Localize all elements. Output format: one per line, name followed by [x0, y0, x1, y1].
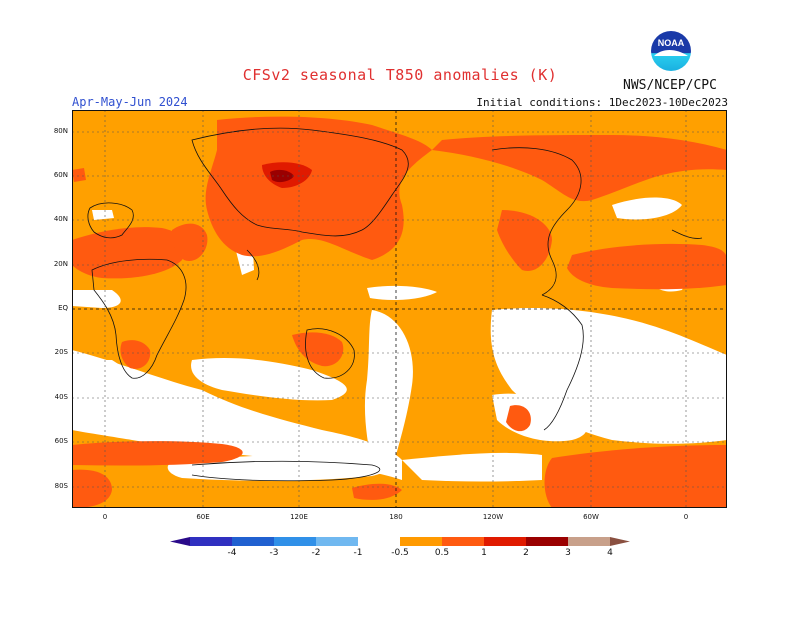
colorbar [170, 537, 630, 546]
longitude-tick-label: 0 [102, 513, 108, 521]
colorbar-segment [526, 537, 568, 546]
noaa-logo: NOAA [651, 31, 691, 71]
warm-anomaly-regions [72, 116, 727, 508]
longitude-tick-label: 60W [583, 513, 599, 521]
colorbar-tick-label: 3 [565, 548, 571, 558]
latitude-tick-label: EQ [58, 304, 68, 312]
map-title: CFSv2 seasonal T850 anomalies (K) [242, 66, 558, 84]
colorbar-segment [358, 537, 400, 546]
colorbar-segment [610, 537, 630, 546]
colorbar-segment [316, 537, 358, 546]
colorbar-tick-label: 1 [481, 548, 487, 558]
latitude-tick-label: 40N [53, 215, 68, 223]
longitude-tick-label: 60E [196, 513, 210, 521]
latitude-tick-label: 40S [54, 393, 68, 401]
longitude-tick-label: 120W [482, 513, 504, 521]
latitude-tick-label: 60S [54, 437, 68, 445]
colorbar-tick-label: -1 [353, 548, 363, 558]
colorbar-tick-label: 0.5 [434, 548, 450, 558]
graticule [72, 110, 727, 508]
colorbar-tick-label: -3 [269, 548, 279, 558]
latitude-tick-label: 60N [53, 171, 68, 179]
latitude-tick-label: 80N [53, 127, 68, 135]
colorbar-segment [190, 537, 232, 546]
longitude-tick-label: 0 [683, 513, 689, 521]
latitude-tick-label: 20N [53, 260, 68, 268]
colorbar-segment [400, 537, 442, 546]
colorbar-segment [568, 537, 610, 546]
latitude-tick-label: 80S [54, 482, 68, 490]
near-normal-regions [72, 197, 727, 482]
colorbar-tick-label: -0.5 [391, 548, 409, 558]
colorbar-segment [170, 537, 190, 546]
colorbar-segment [232, 537, 274, 546]
colorbar-segment [442, 537, 484, 546]
coastlines [87, 127, 703, 482]
initial-conditions-label: Initial conditions: 1Dec2023-10Dec2023 [476, 96, 728, 109]
organization-label: NWS/NCEP/CPC [623, 78, 717, 93]
map-frame [72, 110, 727, 508]
colorbar-tick-label: 2 [523, 548, 529, 558]
longitude-tick-label: 180 [389, 513, 403, 521]
season-label: Apr-May-Jun 2024 [72, 95, 188, 109]
latitude-tick-label: 20S [54, 348, 68, 356]
colorbar-segment [484, 537, 526, 546]
colorbar-segment [274, 537, 316, 546]
svg-text:NOAA: NOAA [658, 38, 685, 48]
anomaly-map [72, 110, 727, 508]
colorbar-tick-label: -2 [311, 548, 321, 558]
longitude-tick-label: 120E [290, 513, 308, 521]
colorbar-tick-label: -4 [227, 548, 237, 558]
colorbar-tick-label: 4 [607, 548, 613, 558]
